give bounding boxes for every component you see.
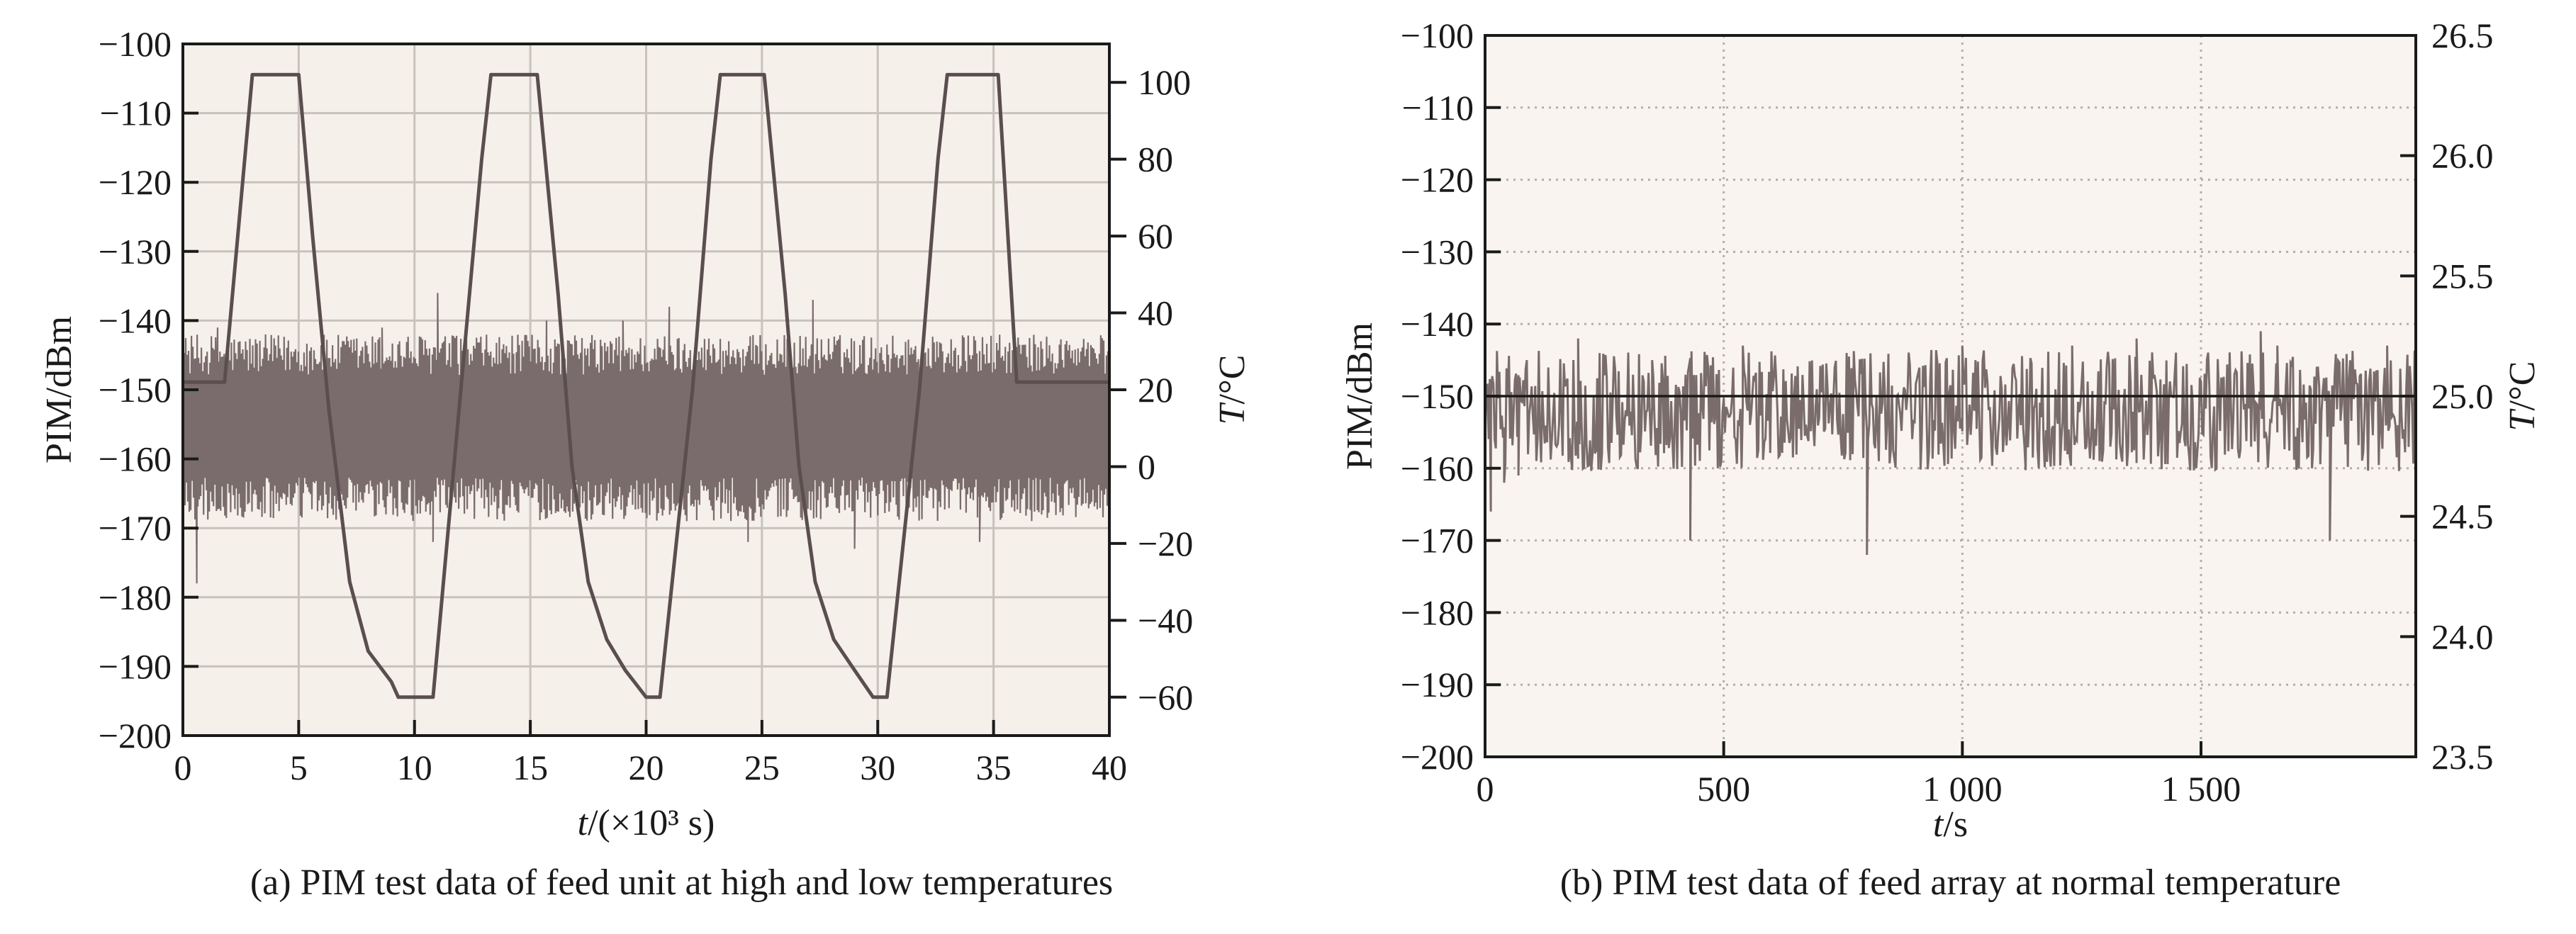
y2-tick-label: 26.5 xyxy=(2431,16,2494,55)
y-tick-label: −180 xyxy=(1401,592,1474,632)
y2-tick-label: 0 xyxy=(1138,446,1155,486)
panel-a-chart: 0 5 10 15 20 25 30 35 40 −100 −110 −120 −130 −140 −15… xyxy=(39,24,1253,903)
y2-tick-label: −60 xyxy=(1138,677,1193,717)
y-tick-label: −140 xyxy=(99,300,172,340)
y-tick-label: −120 xyxy=(99,162,172,202)
x-ticks-b: 0 500 1 000 1 500 xyxy=(1477,741,2241,809)
x-tick-label: 10 xyxy=(397,748,432,787)
y-tick-label: −160 xyxy=(1401,449,1474,488)
x-tick-label: 25 xyxy=(744,748,780,787)
x-axis-label-b-unit: /s xyxy=(1943,804,1968,845)
y2-axis-label-a-var: T xyxy=(1212,402,1253,424)
y-tick-label: −190 xyxy=(99,646,172,686)
y-tick-label: −190 xyxy=(1401,665,1474,704)
y-tick-label: −160 xyxy=(99,439,172,479)
y-tick-label: −140 xyxy=(1401,304,1474,344)
y2-axis-label-b: T/°C xyxy=(2502,361,2543,432)
y2-axis-label-b-var: T xyxy=(2502,408,2543,431)
y-tick-label: −130 xyxy=(99,232,172,271)
y-tick-label: −200 xyxy=(99,716,172,755)
y2-tick-label: 24.0 xyxy=(2431,617,2494,656)
y2-tick-label: −20 xyxy=(1138,524,1193,563)
y2-tick-label: 25.5 xyxy=(2431,256,2494,296)
y2-tick-label: 100 xyxy=(1138,62,1191,102)
x-axis-label-a-unit: /(×10³ s) xyxy=(588,803,715,843)
x-tick-label: 5 xyxy=(290,748,308,787)
y2-axis-label-a: T/°C xyxy=(1212,355,1253,425)
grid-a xyxy=(183,44,1109,736)
y-tick-label: −130 xyxy=(1401,232,1474,271)
pim-series-b xyxy=(1484,331,2417,556)
x-tick-label: 40 xyxy=(1092,748,1127,787)
y2-tick-label: 40 xyxy=(1138,293,1173,333)
y2-axis-label-a-unit: /°C xyxy=(1212,355,1253,405)
x-tick-label: 1 000 xyxy=(1922,769,2003,809)
y2-tick-label: 24.5 xyxy=(2431,497,2494,536)
y-tick-label: −100 xyxy=(1401,16,1474,55)
panel-b-chart: 0 500 1 000 1 500 −100−110−120−130−140−150−… xyxy=(1340,16,2543,903)
y2-tick-label: 23.5 xyxy=(2431,737,2494,777)
y2-ticks-a: 100 80 60 40 20 0 −20 −40 −60 xyxy=(1109,62,1193,717)
y-tick-label: −170 xyxy=(99,508,172,548)
y2-ticks-b: 26.5 26.0 25.5 25.0 24.5 24.0 23.5 xyxy=(2400,16,2494,777)
temperature-series-a xyxy=(183,72,1109,699)
x-tick-label: 20 xyxy=(629,748,664,787)
y-tick-label: −110 xyxy=(1402,88,1474,128)
y2-tick-label: 20 xyxy=(1138,370,1173,410)
y2-tick-label: −40 xyxy=(1138,600,1193,640)
y-axis-label-a: PIM/dBm xyxy=(39,316,79,463)
x-tick-label: 1 500 xyxy=(2161,769,2241,809)
y2-tick-label: 80 xyxy=(1138,140,1173,179)
caption-b: (b) PIM test data of feed array at norma… xyxy=(1560,862,2341,903)
x-tick-label: 35 xyxy=(976,748,1012,787)
x-tick-label: 30 xyxy=(860,748,895,787)
y-tick-label: −120 xyxy=(1401,160,1474,200)
y-tick-label: −200 xyxy=(1401,737,1474,777)
y-tick-label: −180 xyxy=(99,578,172,617)
y-axis-label-b: PIM/dBm xyxy=(1340,322,1380,470)
y-tick-label: −150 xyxy=(99,370,172,410)
x-tick-label: 500 xyxy=(1697,769,1750,809)
y2-tick-label: 60 xyxy=(1138,216,1173,256)
caption-a: (a) PIM test data of feed unit at high a… xyxy=(250,862,1113,903)
x-axis-label-b-var: t xyxy=(1933,804,1944,845)
y-ticks-b: −100 −110 −120 −130 −140 −150 −160 −170 −180 −190… xyxy=(1401,16,1501,777)
y2-tick-label: 25.0 xyxy=(2431,376,2494,416)
y-ticks-a: −100 −110 −120 −130 −140 −150 −160 −170 −180 −190… xyxy=(99,24,198,755)
pim-series-a xyxy=(181,293,1111,584)
y-tick-label: −170 xyxy=(1401,521,1474,561)
x-tick-label: 15 xyxy=(513,748,548,787)
x-axis-label-a-var: t xyxy=(578,803,589,843)
x-axis-label-a: t/(×10³ s) xyxy=(578,803,715,843)
x-tick-label: 0 xyxy=(174,748,192,787)
y-tick-label: −110 xyxy=(100,94,172,133)
y2-axis-label-b-unit: /°C xyxy=(2502,361,2543,411)
x-tick-label: 0 xyxy=(1477,769,1494,809)
y2-tick-label: 26.0 xyxy=(2431,136,2494,176)
x-axis-label-b: t/s xyxy=(1933,804,1968,845)
y-tick-label: −100 xyxy=(99,24,172,64)
y-tick-label: −150 xyxy=(1401,376,1474,416)
x-ticks-a: 0 5 10 15 20 25 30 35 40 xyxy=(174,720,1127,787)
